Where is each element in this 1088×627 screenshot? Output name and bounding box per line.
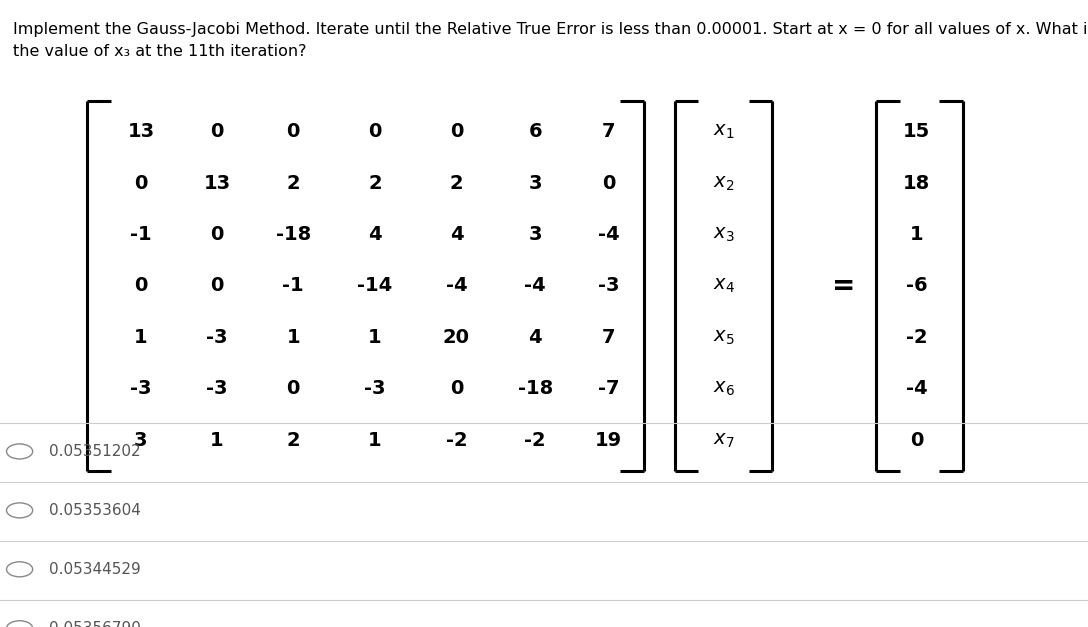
Text: 3: 3 [134, 431, 148, 450]
Text: 4: 4 [368, 225, 382, 244]
Text: -3: -3 [207, 328, 227, 347]
Text: -3: -3 [598, 277, 619, 295]
Text: $x_5$: $x_5$ [713, 328, 734, 347]
Text: 0: 0 [449, 122, 463, 141]
Text: 4: 4 [529, 328, 542, 347]
Text: -4: -4 [598, 225, 619, 244]
Text: 1: 1 [134, 328, 148, 347]
Text: $x_4$: $x_4$ [713, 277, 734, 295]
Text: -6: -6 [906, 277, 927, 295]
Text: -2: -2 [446, 431, 467, 450]
Text: Implement the Gauss-Jacobi Method. Iterate until the Relative True Error is less: Implement the Gauss-Jacobi Method. Itera… [13, 22, 1088, 37]
Text: -3: -3 [364, 379, 385, 398]
Text: -4: -4 [446, 277, 467, 295]
Text: -1: -1 [131, 225, 151, 244]
Text: 15: 15 [903, 122, 930, 141]
Text: 20: 20 [443, 328, 470, 347]
Text: $x_7$: $x_7$ [713, 431, 734, 450]
Text: the value of x₃ at the 11th iteration?: the value of x₃ at the 11th iteration? [13, 44, 307, 59]
Text: -18: -18 [275, 225, 311, 244]
Text: -2: -2 [524, 431, 546, 450]
Text: 0.05351202: 0.05351202 [49, 444, 140, 459]
Text: 1: 1 [286, 328, 300, 347]
Text: 0.05344529: 0.05344529 [49, 562, 140, 577]
Text: 7: 7 [602, 328, 616, 347]
Text: 4: 4 [449, 225, 463, 244]
Text: 2: 2 [368, 174, 382, 192]
Text: 3: 3 [529, 174, 542, 192]
Text: 0.05356790: 0.05356790 [49, 621, 140, 627]
Text: $x_2$: $x_2$ [713, 174, 734, 192]
Text: -4: -4 [906, 379, 927, 398]
Text: 0: 0 [602, 174, 616, 192]
Text: 1: 1 [368, 431, 382, 450]
Text: 7: 7 [602, 122, 616, 141]
Text: -7: -7 [598, 379, 619, 398]
Text: 0: 0 [449, 379, 463, 398]
Text: 0.05353604: 0.05353604 [49, 503, 140, 518]
Text: 18: 18 [903, 174, 930, 192]
Text: 13: 13 [203, 174, 231, 192]
Text: $x_3$: $x_3$ [713, 225, 734, 244]
Text: -4: -4 [524, 277, 546, 295]
Text: 1: 1 [910, 225, 924, 244]
Text: 6: 6 [529, 122, 542, 141]
Text: 0: 0 [134, 174, 148, 192]
Text: 19: 19 [595, 431, 622, 450]
Text: 0: 0 [286, 379, 300, 398]
Text: -2: -2 [906, 328, 927, 347]
Text: =: = [831, 272, 855, 300]
Text: 2: 2 [286, 431, 300, 450]
Text: 0: 0 [286, 122, 300, 141]
Text: 0: 0 [210, 225, 224, 244]
Text: 2: 2 [286, 174, 300, 192]
Text: 1: 1 [368, 328, 382, 347]
Text: $x_6$: $x_6$ [713, 379, 734, 398]
Text: 3: 3 [529, 225, 542, 244]
Text: 0: 0 [134, 277, 148, 295]
Text: -18: -18 [518, 379, 553, 398]
Text: -1: -1 [283, 277, 304, 295]
Text: -14: -14 [357, 277, 393, 295]
Text: 0: 0 [210, 122, 224, 141]
Text: 2: 2 [449, 174, 463, 192]
Text: -3: -3 [207, 379, 227, 398]
Text: 0: 0 [210, 277, 224, 295]
Text: 0: 0 [368, 122, 382, 141]
Text: $x_1$: $x_1$ [713, 122, 734, 141]
Text: -3: -3 [131, 379, 151, 398]
Text: 1: 1 [210, 431, 224, 450]
Text: 0: 0 [910, 431, 924, 450]
Text: 13: 13 [127, 122, 154, 141]
